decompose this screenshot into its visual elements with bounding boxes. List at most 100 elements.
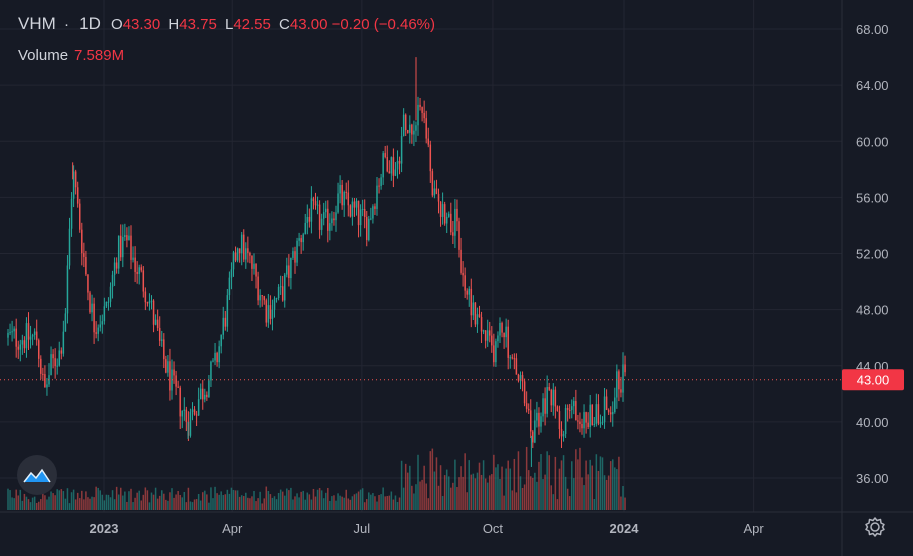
gear-icon[interactable] — [862, 514, 888, 540]
volume-bar — [302, 490, 304, 510]
candle-body — [9, 332, 11, 334]
candle-body — [464, 275, 466, 291]
time-axis[interactable]: 2023 Apr Jul Oct 2024 Apr — [0, 511, 913, 536]
volume-bar — [361, 488, 364, 510]
candle-body — [204, 394, 206, 400]
candle-body — [109, 286, 112, 302]
candle-body — [13, 328, 15, 332]
volume-bar — [50, 491, 52, 510]
candle-body — [259, 295, 261, 301]
candle-body — [525, 403, 528, 409]
volume-bar — [605, 479, 608, 510]
volume-bar — [111, 490, 114, 510]
volume-bar — [460, 466, 462, 510]
volume-bar — [308, 494, 311, 510]
volume-bar — [525, 446, 528, 510]
last-price-label: 43.00 — [857, 372, 890, 387]
volume-bar — [288, 490, 290, 510]
candle-body — [99, 324, 101, 328]
candle-body — [521, 375, 524, 382]
candle-body — [372, 206, 374, 219]
price-tick-label: 68.00 — [856, 22, 889, 37]
volume-bar — [501, 466, 503, 510]
volume-bar — [478, 462, 481, 510]
volume-bar — [117, 494, 120, 510]
candle-body — [605, 396, 608, 410]
volume-bar — [443, 475, 446, 510]
candle-body — [115, 262, 118, 269]
candle-body — [589, 404, 591, 428]
candle-body — [122, 236, 124, 258]
volume-bar — [413, 493, 415, 510]
candle-body — [427, 138, 429, 145]
candle-body — [208, 380, 210, 397]
volume-bar — [386, 496, 388, 510]
volume-bar — [56, 489, 58, 510]
volume-bar — [564, 476, 567, 510]
volume-bar — [407, 472, 409, 510]
candle-body — [552, 389, 555, 406]
candle-body — [575, 401, 577, 421]
volume-bar — [507, 460, 509, 510]
candle-body — [56, 365, 58, 367]
volume-bar — [368, 492, 370, 510]
candle-body — [603, 396, 606, 423]
price-axis[interactable]: 36.0040.0044.0048.0052.0056.0060.0064.00… — [841, 0, 889, 556]
candle-body — [191, 409, 194, 412]
time-tick-label: 2024 — [610, 521, 640, 536]
volume-bar — [85, 491, 87, 510]
candle-body — [117, 235, 120, 269]
candle-body — [546, 387, 548, 414]
candle-body — [489, 330, 491, 336]
symbol-legend[interactable]: VHM · 1D O43.30 H43.75 L42.55 C43.00 −0.… — [18, 14, 435, 34]
candle-body — [40, 358, 42, 374]
tradingview-cloud-icon[interactable] — [17, 455, 57, 495]
candle-body — [384, 153, 386, 158]
candle-body — [87, 274, 89, 293]
volume-legend[interactable]: Volume 7.589M — [18, 47, 124, 64]
volume-bar — [439, 465, 442, 510]
candle-body — [407, 130, 409, 133]
candle-body — [357, 200, 360, 226]
volume-bar — [243, 496, 245, 510]
candle-body — [60, 350, 63, 354]
candle-body — [388, 171, 391, 174]
volume-bar — [538, 461, 540, 510]
volume-bar — [253, 490, 255, 510]
volume-bar — [374, 496, 376, 510]
volume-bar — [128, 491, 130, 510]
volume-bar — [150, 492, 153, 510]
interval-label[interactable]: 1D — [79, 14, 101, 33]
candle-body — [277, 286, 280, 299]
candle-body — [232, 252, 235, 270]
volume-bar — [68, 503, 71, 510]
volume-bar — [183, 491, 186, 510]
volume-bar — [267, 490, 270, 510]
candle-body — [353, 201, 356, 208]
volume-bar — [191, 502, 194, 510]
volume-bar — [423, 465, 425, 510]
volume-bar — [199, 500, 202, 510]
candle-body — [148, 301, 151, 304]
volume-bar — [21, 500, 24, 510]
volume-bar — [255, 501, 257, 510]
volume-bar — [542, 479, 544, 510]
candle-body — [519, 375, 522, 381]
candle-body — [577, 420, 579, 422]
volume-bar — [425, 483, 427, 510]
candle-body — [62, 331, 65, 354]
candle-body — [251, 255, 253, 269]
candle-body — [154, 319, 157, 325]
volume-bar — [476, 472, 479, 510]
volume-bar — [427, 498, 429, 510]
symbol-name[interactable]: VHM — [18, 14, 56, 33]
candle-body — [158, 327, 161, 341]
candle-body — [142, 270, 145, 292]
candle-body — [320, 218, 323, 230]
volume-bar — [382, 487, 384, 510]
volume-bar — [601, 457, 604, 510]
candle-body — [370, 218, 372, 220]
price-tick-label: 48.00 — [856, 303, 889, 318]
